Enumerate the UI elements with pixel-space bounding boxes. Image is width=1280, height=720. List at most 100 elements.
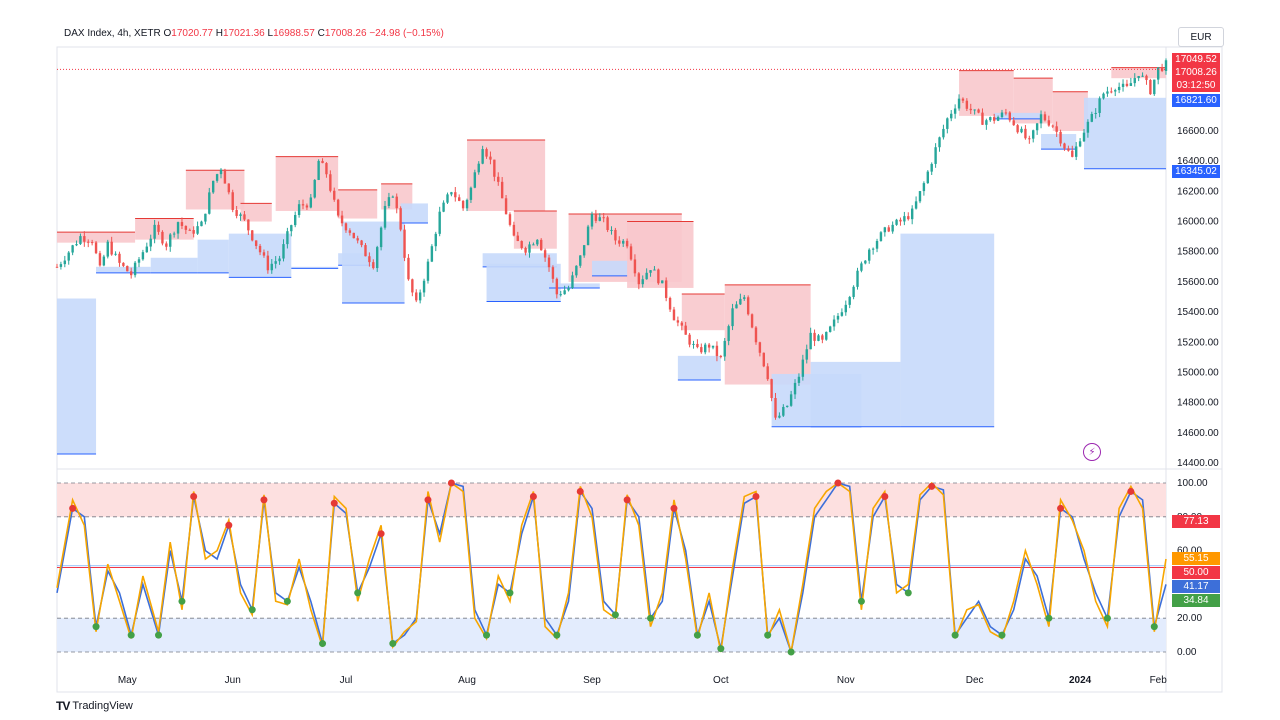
candle-body <box>868 249 871 261</box>
candle-body <box>676 320 680 323</box>
candle-body <box>977 109 980 113</box>
candle-body <box>598 217 601 221</box>
candle-body <box>1106 91 1109 94</box>
candle-body <box>493 159 496 177</box>
candle-body <box>582 245 586 256</box>
support-zone-10 <box>486 263 561 302</box>
candle-body <box>914 201 918 209</box>
candle-body <box>910 208 914 220</box>
candle-body <box>200 221 203 227</box>
high-value: 17021.36 <box>223 28 265 39</box>
candle-body <box>458 197 461 201</box>
candle-body <box>1024 128 1027 139</box>
price-tick-label: 14600.00 <box>1177 428 1219 439</box>
candle-body <box>1074 146 1078 157</box>
candle-body <box>1043 114 1047 121</box>
candle-body <box>981 112 984 125</box>
overbought-signal-dot <box>377 530 385 538</box>
candle-body <box>1117 86 1121 91</box>
open-value: 17020.77 <box>171 28 213 39</box>
high-label: H <box>215 28 224 39</box>
candle-body <box>411 279 414 293</box>
candle-body <box>778 415 781 418</box>
candle-body <box>789 394 793 406</box>
candle-body <box>290 225 293 232</box>
candle-body <box>67 252 70 261</box>
candle-body <box>325 163 328 175</box>
candle-body <box>442 202 445 212</box>
candle-body <box>719 356 723 358</box>
candle-body <box>122 262 125 266</box>
candle-body <box>102 256 106 266</box>
candle-body <box>352 232 355 239</box>
lightning-icon[interactable]: ⚡ <box>1083 443 1101 461</box>
candle-body <box>992 117 996 121</box>
candle-body <box>94 242 98 254</box>
candle-body <box>540 239 543 251</box>
candle-body <box>1020 128 1023 133</box>
osc-k-tag: 41.17 <box>1172 580 1220 593</box>
candle-body <box>266 255 270 271</box>
candle-body <box>707 344 711 348</box>
candle-body <box>106 241 109 257</box>
candle-body <box>485 149 488 157</box>
candle-body <box>735 304 738 309</box>
candle-body <box>750 314 754 328</box>
candle-body <box>356 238 359 241</box>
low-value: 16988.57 <box>273 28 315 39</box>
support-zone-19 <box>1083 97 1166 169</box>
candle-body <box>782 406 785 416</box>
tradingview-logo[interactable]: TV TradingView <box>56 699 133 713</box>
candle-body <box>899 219 902 222</box>
candle-body <box>895 219 898 225</box>
candle-body <box>774 398 777 418</box>
candle-body <box>1016 125 1019 133</box>
candle-body <box>1035 123 1039 131</box>
candle-body <box>55 266 59 268</box>
candle-body <box>836 315 840 320</box>
candle-body <box>1141 75 1144 77</box>
candle-body <box>321 160 324 164</box>
candle-body <box>1067 148 1070 151</box>
candle-body <box>129 271 133 276</box>
candle-body <box>196 226 199 234</box>
oversold-signal-dot <box>1150 623 1158 631</box>
candle-body <box>852 286 855 297</box>
candle-body <box>461 200 465 209</box>
candle-body <box>118 253 121 263</box>
osc-tick-label: 60.00 <box>1177 546 1202 557</box>
candle-body <box>922 183 926 192</box>
time-tick-label: Jul <box>340 675 353 686</box>
candle-body <box>1071 150 1074 157</box>
currency-selector[interactable]: EUR <box>1178 27 1224 47</box>
resistance-zone-4 <box>275 156 339 211</box>
candle-body <box>1059 131 1062 144</box>
candle-body <box>946 118 949 129</box>
overbought-signal-dot <box>881 493 889 501</box>
candle-body <box>1047 120 1051 126</box>
oversold-signal-dot <box>857 597 865 605</box>
candle-body <box>512 224 516 236</box>
support-zone-8 <box>400 203 428 224</box>
price-tick-label: 15600.00 <box>1177 277 1219 288</box>
candle-body <box>110 241 113 255</box>
candle-body <box>1051 125 1054 127</box>
candle-body <box>114 253 117 255</box>
price-tick-label: 15800.00 <box>1177 247 1219 258</box>
resistance-zone-15 <box>1052 91 1088 131</box>
candle-body <box>957 98 961 109</box>
candle-body <box>340 215 344 224</box>
oversold-signal-dot <box>506 589 514 597</box>
symbol-label: DAX Index, 4h, XETR <box>64 28 161 39</box>
candle-body <box>180 222 184 226</box>
candle-body <box>477 163 480 173</box>
candle-body <box>274 261 277 264</box>
resistance-zone-0 <box>57 232 136 243</box>
candle-body <box>860 263 863 271</box>
candle-body <box>532 244 535 246</box>
support-zone-13 <box>677 355 721 380</box>
candle-body <box>700 347 703 353</box>
candle-body <box>301 204 305 206</box>
candle-body <box>731 308 734 327</box>
